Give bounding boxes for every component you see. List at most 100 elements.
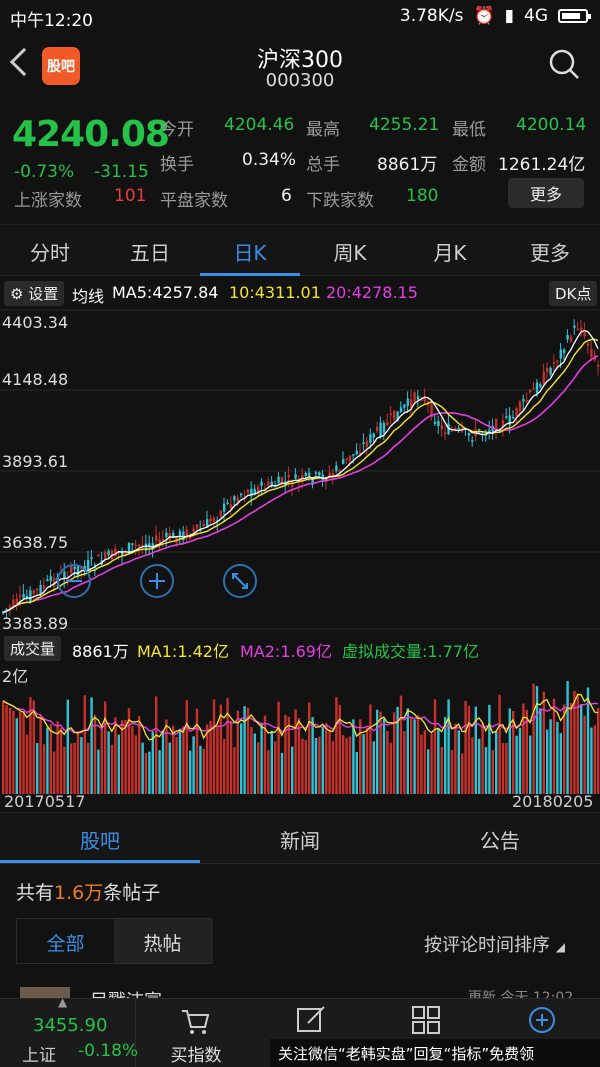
candle-body <box>148 543 151 547</box>
volume-axis-label: 2亿 <box>2 667 28 686</box>
guba-logo[interactable]: 股吧 <box>42 47 80 85</box>
volume-bar <box>311 717 314 794</box>
volume-indicator-button[interactable]: 成交量 <box>4 636 62 661</box>
dk-button[interactable]: DK点 <box>549 281 598 306</box>
volume-bar <box>481 723 484 794</box>
candle-body <box>243 495 246 498</box>
add-watchlist-icon[interactable] <box>527 1005 557 1035</box>
volume-bar <box>335 697 338 794</box>
candle-body <box>73 566 76 570</box>
change-amount: -31.15 <box>94 162 149 182</box>
candle-body <box>246 489 250 493</box>
volume-bar <box>83 695 86 794</box>
ma5-value: MA5:4257.84 <box>112 283 219 302</box>
stat-label: 金额 <box>452 155 486 175</box>
candle-body <box>495 419 498 433</box>
filter-hot[interactable]: 热帖 <box>143 933 182 955</box>
filter-all[interactable]: 全部 <box>46 933 85 955</box>
candlestick-chart[interactable]: 4403.34 4148.48 3893.61 3638.75 3383.89 <box>0 308 600 631</box>
volume-bar <box>586 687 590 794</box>
candle-body <box>280 477 284 485</box>
tab-news[interactable]: 新闻 <box>280 829 320 853</box>
candle-body <box>90 557 93 560</box>
candle-body <box>117 551 120 554</box>
candle-body <box>563 349 566 354</box>
volume-bar <box>321 727 324 794</box>
tab-intraday[interactable]: 分时 <box>30 241 70 265</box>
candle-body <box>369 434 372 443</box>
volume-bar <box>423 730 426 794</box>
page-title: 沪深300 <box>257 48 343 73</box>
candle-body <box>104 552 107 559</box>
volume-chart[interactable]: 2亿 <box>0 664 600 794</box>
index-ticker[interactable]: ▲ 3455.90 上证 -0.18% <box>0 995 138 1067</box>
search-icon[interactable] <box>548 48 580 80</box>
volume-bar <box>243 706 246 794</box>
volume-bar <box>32 700 35 794</box>
candle-body <box>512 416 515 419</box>
candle-body <box>365 440 369 448</box>
volume-bar <box>212 699 216 794</box>
fullscreen-icon[interactable] <box>223 564 257 598</box>
active-tab-indicator <box>200 273 300 276</box>
volume-bar <box>19 711 22 794</box>
sort-dropdown[interactable]: 按评论时间排序 ◢ <box>424 931 565 957</box>
volume-bar <box>53 751 56 794</box>
volume-bar <box>274 741 277 794</box>
candle-body <box>505 416 508 418</box>
buy-index-button[interactable]: 买指数 <box>136 999 256 1067</box>
grid-menu-icon[interactable] <box>411 1005 441 1035</box>
tab-announcements[interactable]: 公告 <box>480 829 520 853</box>
volume-bar <box>376 709 379 794</box>
post-count: 共有1.6万条帖子 <box>16 878 160 905</box>
volume-bar <box>430 733 433 794</box>
candle-body <box>525 399 528 402</box>
volume-bar <box>2 700 5 794</box>
caret-down-icon: ◢ <box>555 940 565 954</box>
candle-body <box>42 585 46 589</box>
tab-weekly-k[interactable]: 周K <box>333 241 367 265</box>
list-item[interactable]: 目戳洁富 更新 今天 12:02 <box>20 985 580 999</box>
volume-bar <box>155 696 158 794</box>
volume-bar <box>267 750 270 794</box>
zoom-in-button[interactable] <box>140 564 174 598</box>
candle-body <box>39 585 42 595</box>
edit-icon[interactable] <box>296 1005 326 1035</box>
volume-bar <box>97 749 100 794</box>
volume-bar <box>110 744 114 794</box>
tab-five-day[interactable]: 五日 <box>130 241 170 265</box>
volume-bar <box>236 710 239 794</box>
index-name: 上证 <box>22 1046 56 1066</box>
volume-bar <box>505 742 508 794</box>
volume-bar <box>291 746 294 794</box>
volume-bar <box>348 736 352 794</box>
candle-body <box>240 493 243 496</box>
volume-bar <box>124 719 127 794</box>
zoom-out-button[interactable] <box>57 564 91 598</box>
tab-guba[interactable]: 股吧 <box>80 829 120 853</box>
volume-bar <box>464 700 467 794</box>
candle-body <box>549 367 552 375</box>
tab-monthly-k[interactable]: 月K <box>433 241 467 265</box>
candle-body <box>576 328 579 331</box>
tab-daily-k[interactable]: 日K <box>233 241 267 265</box>
volume-bar <box>539 708 542 794</box>
volume-bar <box>447 699 450 794</box>
volume-bar <box>199 745 202 794</box>
candle-body <box>403 404 406 408</box>
candle-body <box>277 476 280 484</box>
volume-ma2: MA2:1.69亿 <box>240 642 332 661</box>
candle-body <box>29 590 32 602</box>
candle-body <box>586 343 590 346</box>
volume-bar <box>229 720 233 794</box>
settings-button[interactable]: ⚙ 设置 <box>4 281 65 306</box>
volume-bar <box>522 703 525 794</box>
volume-bar <box>104 701 107 794</box>
chart-controls <box>57 564 257 598</box>
tab-more[interactable]: 更多 <box>530 241 570 265</box>
candle-body <box>379 422 382 437</box>
post-count-prefix: 共有 <box>16 882 55 904</box>
more-button[interactable]: 更多 <box>508 178 584 208</box>
volume-bar <box>114 717 117 794</box>
volume-bar <box>144 752 148 794</box>
